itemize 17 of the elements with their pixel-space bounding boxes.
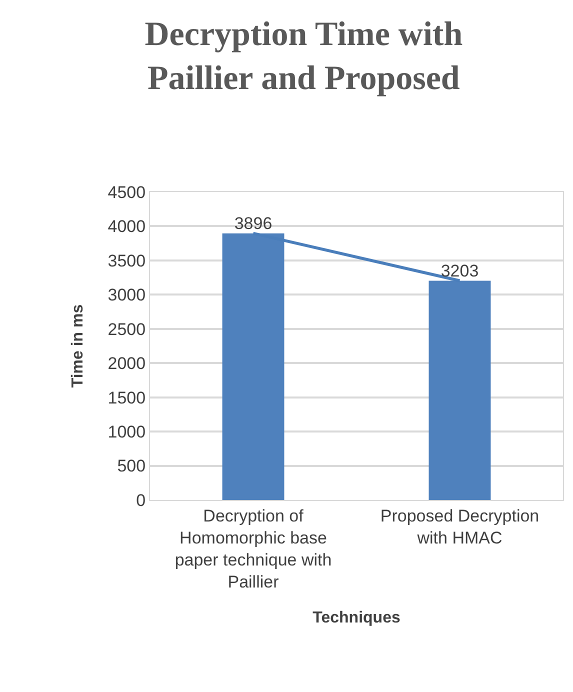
y-axis-title: Time in ms	[70, 304, 87, 388]
x-tick-label: Decryption of Homomorphic base paper technique with Paillier	[174, 506, 332, 592]
y-tick-label: 3500	[108, 251, 146, 270]
y-tick-label: 0	[136, 490, 146, 510]
data-label: 3896	[234, 214, 272, 234]
x-axis-title: Techniques	[312, 609, 400, 626]
y-tick-label: 1500	[108, 388, 146, 408]
y-tick-label: 1000	[108, 422, 146, 442]
data-label: 3203	[440, 262, 479, 281]
y-tick-label: 500	[117, 456, 146, 476]
chart-title: Decryption Time with Paillier and Proposed	[144, 16, 463, 98]
y-tick-label: 4500	[108, 182, 146, 202]
x-tick-label: Proposed Decryption with HMAC	[380, 506, 540, 548]
y-tick-label: 2500	[108, 320, 146, 339]
y-tick-label: 2000	[108, 354, 146, 374]
y-tick-label: 4000	[108, 217, 146, 236]
y-tick-label: 3000	[108, 286, 146, 305]
